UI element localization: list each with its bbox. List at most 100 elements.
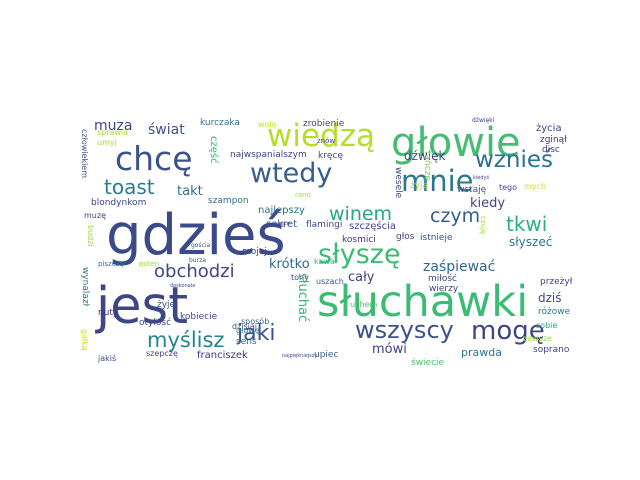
word: żyje <box>157 300 176 310</box>
word: doskonale <box>170 283 196 289</box>
word: toast <box>104 175 155 199</box>
word: kiedy <box>470 196 506 211</box>
word: tkwi <box>506 212 548 236</box>
word: żyją <box>410 181 429 191</box>
word: kobiecie <box>180 312 218 322</box>
word: miłość <box>428 274 457 284</box>
word: sekret <box>266 219 298 230</box>
word: dziś <box>538 291 562 305</box>
word: rano <box>295 191 311 199</box>
word: zginął <box>540 135 567 145</box>
word: świat <box>148 122 185 138</box>
word: czuję <box>479 216 487 235</box>
word: soprano <box>533 345 570 355</box>
word: kurczaka <box>200 118 240 128</box>
word: tego <box>499 183 518 192</box>
word: słyszę <box>318 239 401 270</box>
word: wszyscy <box>355 316 454 344</box>
word: sprawia <box>97 128 129 137</box>
word: franciszek <box>197 350 248 361</box>
word: gałką <box>80 329 89 351</box>
word: świecie <box>411 358 445 368</box>
word: poten <box>139 260 160 268</box>
word-cloud: gdzieś jest słuchawki głowie wiedzą chcę… <box>80 113 572 368</box>
word: głos <box>396 232 415 242</box>
word: przeżył <box>540 277 573 287</box>
word: wesele <box>393 167 403 199</box>
word: życia <box>536 123 562 134</box>
word: mych <box>524 182 546 191</box>
word: słuchać <box>295 273 310 323</box>
word: wznieś <box>475 147 553 173</box>
word: szczęścia <box>349 221 396 232</box>
word: wstaję <box>457 185 487 195</box>
word: jaki <box>237 321 276 346</box>
word: znów <box>317 137 336 145</box>
word: wynalazł <box>80 267 90 307</box>
word: kawa <box>314 257 335 266</box>
word: tony <box>291 273 309 282</box>
word: słyszeć <box>509 235 553 249</box>
word: gościa <box>191 242 211 249</box>
word: gdzieś <box>106 203 286 268</box>
word: wolę <box>258 120 277 129</box>
word: kręcę <box>318 151 343 161</box>
word: mnie <box>401 164 474 198</box>
word: nuty <box>98 308 119 318</box>
word: najpiękniejszy <box>282 353 318 359</box>
word: flamingi <box>306 220 343 230</box>
word: tańczę <box>422 151 432 181</box>
word: upiec <box>314 350 339 360</box>
word: budzi <box>86 225 95 247</box>
word: blondynkom <box>91 198 147 208</box>
word: różowe <box>538 307 571 317</box>
word: ręce <box>279 221 290 227</box>
word: kiedyś <box>473 175 490 181</box>
word: dźwięki <box>472 117 495 124</box>
word: prawda <box>461 346 502 359</box>
word: chcę <box>115 139 193 178</box>
word: głowę <box>236 326 260 335</box>
word: zrobienie <box>303 119 345 129</box>
word: zaśpiewać <box>423 259 496 275</box>
word: mówi <box>372 342 407 357</box>
word: jakiś <box>98 354 117 363</box>
word: istnieje <box>420 233 453 243</box>
word: wtedy <box>250 158 333 189</box>
word: szepczę <box>146 349 178 358</box>
word: mojej <box>242 247 267 257</box>
word: myślisz <box>147 328 225 352</box>
word: disc <box>542 145 560 155</box>
word: jest <box>96 277 189 336</box>
word: wiedzą <box>267 118 375 154</box>
word: kosmici <box>342 235 376 245</box>
word: najwspanialszym <box>230 150 307 160</box>
word: wierzy <box>429 284 459 294</box>
word: uszach <box>316 277 344 286</box>
word: muza <box>94 118 133 134</box>
word: najlepszy <box>258 205 305 216</box>
word: szampon <box>208 196 249 206</box>
word: dźwięk <box>404 149 446 163</box>
word: uchem <box>350 300 378 309</box>
word: mogę <box>471 316 545 346</box>
word: dzisiaj <box>232 322 258 331</box>
word: sens <box>236 337 257 347</box>
word: część <box>208 136 219 164</box>
word: obchodzi <box>154 261 235 282</box>
word: muzę <box>84 211 106 220</box>
word: sposób <box>241 317 270 326</box>
word: otyłość <box>139 318 172 328</box>
word: zawsze <box>523 334 552 343</box>
word: sobie <box>536 321 558 330</box>
word: cały <box>348 270 375 285</box>
word: czym <box>430 205 481 227</box>
word: piszczą <box>98 260 124 268</box>
word: krótko <box>269 257 310 272</box>
word: słuchawki <box>317 277 529 327</box>
word: takt <box>177 184 203 199</box>
word: winem <box>329 203 393 225</box>
word: głowie <box>391 120 521 166</box>
word: umyj <box>97 138 117 147</box>
word: człowiekiem <box>80 129 89 179</box>
